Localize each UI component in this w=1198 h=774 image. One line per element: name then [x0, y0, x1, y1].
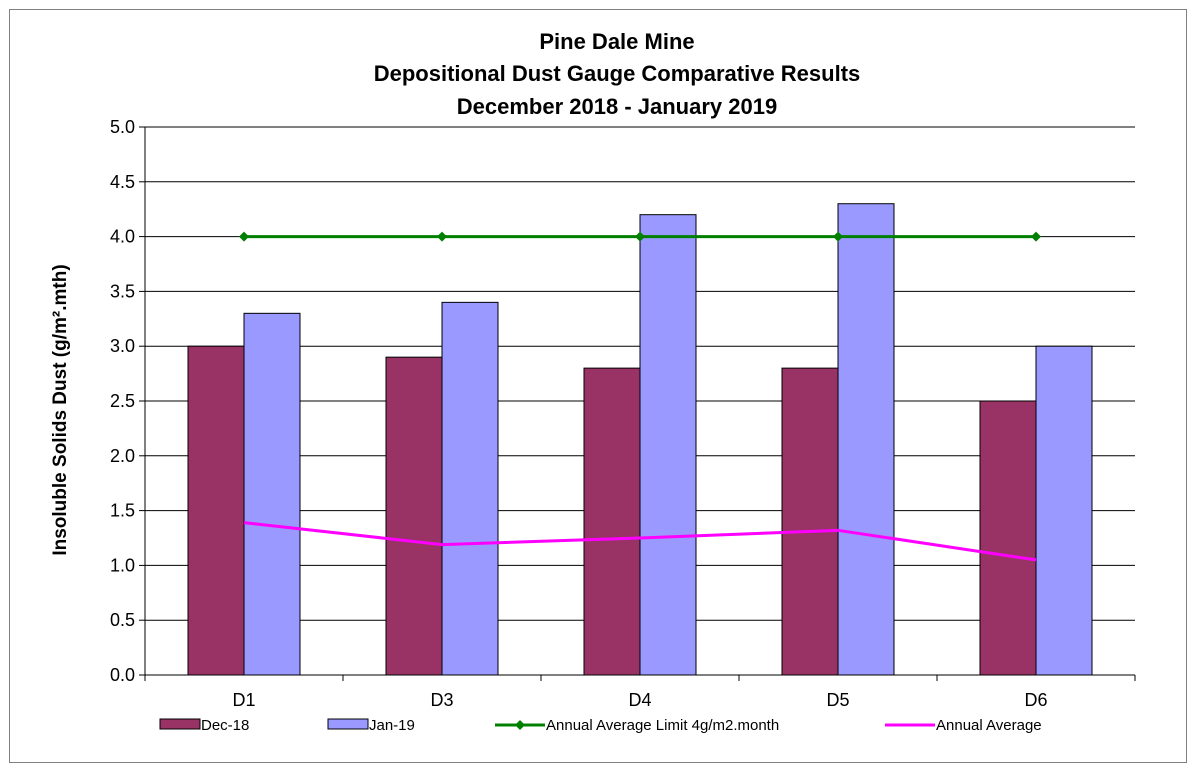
- bar-dec-18-d5: [781, 367, 839, 676]
- bar-jan-19-d3: [441, 301, 499, 676]
- chart-frame: Pine Dale Mine Depositional Dust Gauge C…: [9, 9, 1187, 763]
- bar-jan-19-d4: [639, 214, 697, 676]
- chart-title-line-1: Pine Dale Mine: [539, 29, 694, 54]
- legend-label-jan-19: Jan-19: [369, 717, 415, 734]
- x-tick-label: D6: [1024, 690, 1047, 710]
- marker-annual-average-limit-4g-m2-month: [635, 231, 645, 242]
- legend: Dec-18 Jan-19 Annual Average Limit 4g/m2.m…: [159, 717, 1042, 734]
- chart-title-line-3: December 2018 - January 2019: [457, 94, 777, 119]
- y-tick-label: 3.0: [110, 336, 135, 356]
- bar-jan-19-d6: [1035, 345, 1093, 676]
- bar-dec-18-d4: [583, 367, 641, 676]
- bar-jan-19-d5: [837, 203, 895, 676]
- legend-label-annual-average-limit-4g-m2-month: Annual Average Limit 4g/m2.month: [546, 717, 779, 734]
- legend-marker-annual-average-limit-4g-m2-month: [515, 720, 525, 730]
- marker-annual-average-limit-4g-m2-month: [437, 231, 447, 242]
- y-axis-title: Insoluble Solids Dust (g/m².mth): [50, 264, 71, 555]
- legend-label-dec-18: Dec-18: [201, 717, 249, 734]
- bar-series: [187, 203, 1093, 676]
- x-tick-labels: D1 D3 D4 D5 D6: [232, 690, 1047, 710]
- y-tick-label: 0.0: [110, 665, 135, 685]
- y-tick-labels: 0.0 0.5 1.0 1.5 2.0 2.5 3.0 3.5 4.0 4.5 5.0: [110, 117, 135, 685]
- y-tick-label: 0.5: [110, 610, 135, 630]
- x-tick-label: D3: [430, 690, 453, 710]
- legend-swatch-jan-19: [327, 718, 369, 730]
- bar-dec-18-d6: [979, 400, 1037, 676]
- x-tick-label: D4: [628, 690, 651, 710]
- chart-title-line-2: Depositional Dust Gauge Comparative Resu…: [374, 61, 861, 86]
- line-annual-average: [243, 521, 1037, 562]
- y-tick-label: 4.5: [110, 172, 135, 192]
- y-tick-label: 4.0: [110, 227, 135, 247]
- chart-svg: Pine Dale Mine Depositional Dust Gauge C…: [50, 29, 1136, 734]
- axes: [139, 126, 1136, 681]
- legend-swatch-dec-18: [159, 718, 201, 730]
- marker-annual-average-limit-4g-m2-month: [833, 231, 843, 242]
- y-tick-label: 2.5: [110, 391, 135, 411]
- y-tick-label: 3.5: [110, 281, 135, 301]
- chart-title: Pine Dale Mine Depositional Dust Gauge C…: [374, 29, 861, 119]
- y-tick-label: 1.5: [110, 501, 135, 521]
- line-series: [239, 231, 1041, 562]
- marker-annual-average-limit-4g-m2-month: [1031, 231, 1041, 242]
- bar-dec-18-d3: [385, 356, 443, 676]
- x-tick-label: D5: [826, 690, 849, 710]
- y-tick-label: 2.0: [110, 446, 135, 466]
- y-tick-label: 5.0: [110, 117, 135, 137]
- y-tick-label: 1.0: [110, 555, 135, 575]
- legend-label-annual-average: Annual Average: [936, 717, 1042, 734]
- bar-jan-19-d1: [243, 312, 301, 676]
- marker-annual-average-limit-4g-m2-month: [239, 231, 249, 242]
- bar-dec-18-d1: [187, 345, 245, 676]
- x-tick-label: D1: [232, 690, 255, 710]
